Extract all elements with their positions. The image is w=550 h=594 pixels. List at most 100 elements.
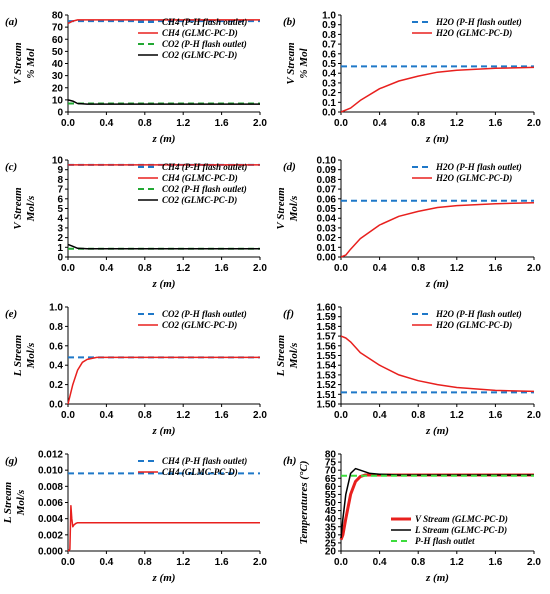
y-tick-label: 1.55 — [317, 351, 337, 362]
x-tick-label: 0.4 — [373, 557, 387, 568]
y-tick-label: 0.8 — [322, 30, 336, 41]
y-tick-label: 0.4 — [322, 69, 336, 80]
y-axis-label: V Stream — [12, 42, 24, 85]
series-line — [340, 66, 535, 113]
y-tick-label: 0.006 — [38, 498, 63, 509]
x-tick-label: 1.2 — [450, 410, 464, 421]
x-tick-label: 2.0 — [253, 557, 267, 568]
y-tick-label: 1.0 — [322, 11, 336, 22]
y-tick-label: 0.1 — [322, 98, 336, 109]
y-tick-label: 45 — [325, 506, 337, 517]
x-tick-label: 0.8 — [411, 263, 425, 274]
panel-label: (c) — [5, 161, 17, 173]
y-axis-label: L Stream — [12, 334, 24, 377]
y-tick-label: 30 — [52, 71, 64, 82]
panel-label: (e) — [5, 308, 17, 320]
y-tick-label: 0.0 — [49, 400, 63, 411]
x-tick-label: 0.4 — [373, 263, 387, 274]
x-tick-label: 1.2 — [176, 557, 190, 568]
x-axis-label: z (m) — [425, 425, 449, 437]
x-axis-label: z (m) — [152, 425, 176, 437]
y-tick-label: 0.08 — [317, 175, 337, 186]
x-tick-label: 1.6 — [215, 557, 229, 568]
x-axis-label: z (m) — [152, 278, 176, 290]
x-tick-label: 0.8 — [411, 410, 425, 421]
x-tick-label: 2.0 — [527, 410, 541, 421]
x-tick-label: 0.0 — [61, 557, 75, 568]
x-tick-label: 1.2 — [176, 263, 190, 274]
legend-entry: CO2 (P-H flash outlet) — [162, 39, 247, 49]
y-axis-label: V Stream — [285, 42, 297, 85]
legend-entry: H2O (P-H flash outlet) — [435, 162, 522, 172]
x-tick-label: 0.0 — [61, 410, 75, 421]
y-tick-label: 55 — [325, 490, 337, 501]
y-tick-label: 0.09 — [317, 165, 337, 176]
legend-entry: CO2 (GLMC-PC-D) — [162, 320, 237, 330]
y-tick-label: 0.008 — [38, 482, 63, 493]
y-tick-label: 0.002 — [38, 530, 63, 541]
series-line — [67, 243, 260, 250]
y-tick-label: 0.6 — [49, 341, 63, 352]
y-axis-unit: Mol/s — [25, 196, 37, 223]
panel-label: (a) — [5, 16, 18, 28]
y-tick-label: 0 — [57, 108, 63, 119]
y-tick-label: 0.01 — [317, 243, 337, 254]
x-tick-label: 1.6 — [488, 557, 502, 568]
x-tick-label: 1.2 — [176, 118, 190, 129]
y-tick-label: 35 — [325, 522, 337, 533]
panel-label: (d) — [283, 161, 296, 173]
legend-entry: H2O (GLMC-PC-D) — [435, 173, 512, 183]
x-tick-label: 0.0 — [61, 263, 75, 274]
panel-label: (b) — [283, 16, 296, 28]
y-axis-unit: Mol/s — [288, 196, 300, 223]
legend-entry: L Stream (GLMC-PC-D) — [414, 525, 507, 535]
legend-entry: H2O (P-H flash outlet) — [435, 17, 522, 27]
legend-entry: H2O (GLMC-PC-D) — [435, 320, 512, 330]
y-tick-label: 1 — [57, 243, 63, 254]
x-tick-label: 0.4 — [99, 263, 113, 274]
y-tick-label: 1.0 — [49, 303, 63, 314]
x-tick-label: 1.2 — [450, 118, 464, 129]
y-tick-label: 0.00 — [317, 253, 337, 264]
y-tick-label: 1.53 — [317, 370, 337, 381]
x-tick-label: 1.2 — [450, 557, 464, 568]
y-tick-label: 0.06 — [317, 194, 337, 205]
y-tick-label: 1.59 — [317, 312, 337, 323]
x-tick-label: 0.8 — [138, 410, 152, 421]
x-tick-label: 2.0 — [527, 118, 541, 129]
y-tick-label: 25 — [325, 538, 337, 549]
series-line — [67, 19, 260, 25]
y-tick-label: 3 — [57, 223, 63, 234]
y-axis-label: L Stream — [2, 481, 14, 524]
series-line — [340, 467, 534, 539]
x-tick-label: 0.0 — [334, 263, 348, 274]
x-tick-label: 1.6 — [215, 118, 229, 129]
x-axis-label: z (m) — [152, 572, 176, 584]
panel-label: (g) — [5, 455, 18, 467]
legend-entry: CH4 (GLMC-PC-D) — [162, 173, 238, 183]
x-tick-label: 2.0 — [253, 410, 267, 421]
legend-entry: CH4 (GLMC-PC-D) — [162, 28, 238, 38]
y-tick-label: 70 — [52, 23, 64, 34]
series-line — [67, 356, 260, 405]
y-tick-label: 0.3 — [322, 78, 336, 89]
y-tick-label: 1.56 — [317, 341, 337, 352]
x-tick-label: 2.0 — [253, 263, 267, 274]
y-tick-label: 50 — [52, 47, 64, 58]
legend-entry: CO2 (P-H flash outlet) — [162, 309, 247, 319]
y-tick-label: 0.012 — [38, 450, 63, 461]
x-tick-label: 2.0 — [253, 118, 267, 129]
x-tick-label: 2.0 — [527, 557, 541, 568]
y-tick-label: 0.2 — [322, 88, 336, 99]
y-axis-unit: Mol/s — [25, 343, 37, 370]
y-tick-label: 80 — [52, 11, 64, 22]
x-tick-label: 0.8 — [138, 263, 152, 274]
legend-entry: V Stream (GLMC-PC-D) — [415, 514, 508, 524]
y-tick-label: 0.4 — [49, 361, 63, 372]
legend-entry: CO2 (P-H flash outlet) — [162, 184, 247, 194]
x-tick-label: 0.4 — [373, 118, 387, 129]
series-line — [67, 504, 260, 552]
x-tick-label: 0.4 — [99, 410, 113, 421]
y-tick-label: 2 — [57, 233, 63, 244]
y-tick-label: 10 — [52, 156, 64, 167]
